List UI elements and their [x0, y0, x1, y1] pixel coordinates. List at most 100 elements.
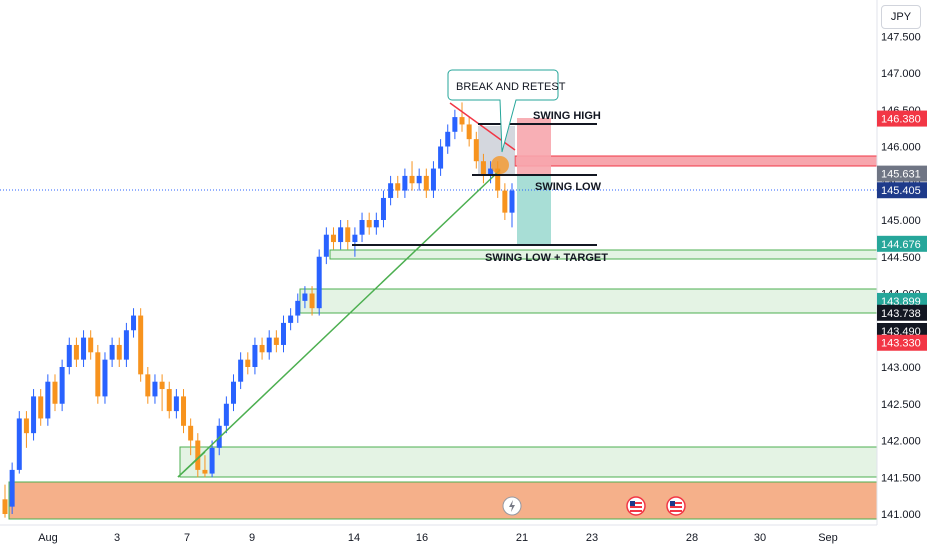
candle-body[interactable]	[488, 168, 494, 176]
candle-body[interactable]	[302, 293, 308, 301]
price-tag[interactable]: 143.738	[877, 304, 927, 321]
candle-body[interactable]	[366, 220, 372, 228]
x-tick-label: 14	[348, 532, 360, 544]
price-tag[interactable]: 145.631	[877, 165, 927, 182]
candle-body[interactable]	[323, 234, 329, 257]
candle-body[interactable]	[438, 146, 444, 169]
y-tick-label: 142.500	[881, 399, 921, 411]
candle-body[interactable]	[466, 124, 472, 140]
candle-body[interactable]	[38, 396, 44, 419]
candle-body[interactable]	[509, 190, 515, 213]
y-tick-label: 146.000	[881, 142, 921, 154]
candle-body[interactable]	[95, 352, 101, 397]
target-teal-box[interactable]	[517, 174, 551, 245]
candle-body[interactable]	[173, 396, 179, 412]
candle-body[interactable]	[295, 300, 301, 316]
candle-body[interactable]	[116, 344, 122, 360]
red-supply-zone[interactable]	[514, 155, 878, 167]
candle-body[interactable]	[388, 183, 394, 198]
retest-point-marker[interactable]	[491, 156, 509, 174]
candle-body[interactable]	[138, 315, 144, 375]
candle-body[interactable]	[288, 315, 294, 323]
candle-body[interactable]	[73, 344, 79, 360]
price-tag-bg	[877, 235, 927, 252]
candle-body[interactable]	[402, 175, 408, 191]
candle-body[interactable]	[480, 161, 486, 176]
candle-body[interactable]	[430, 168, 436, 191]
green-demand-zone[interactable]	[179, 446, 878, 478]
candle-body[interactable]	[273, 337, 279, 345]
candle-body[interactable]	[345, 227, 351, 243]
candle-body[interactable]	[409, 175, 415, 184]
candle-body[interactable]	[152, 381, 158, 397]
candle-body[interactable]	[252, 344, 258, 367]
candle-body[interactable]	[231, 381, 237, 404]
candle-body[interactable]	[16, 418, 22, 470]
candle-body[interactable]	[373, 220, 379, 228]
candle-body[interactable]	[280, 322, 286, 345]
break-retest-callout[interactable]	[447, 69, 559, 153]
candle-body[interactable]	[445, 131, 451, 147]
candle-body[interactable]	[188, 425, 194, 441]
candle-body[interactable]	[359, 220, 365, 235]
candle-body[interactable]	[238, 359, 244, 382]
candle-body[interactable]	[59, 367, 65, 404]
price-tag[interactable]: 145.405	[877, 182, 927, 199]
candle-body[interactable]	[145, 374, 151, 397]
candle-body[interactable]	[66, 344, 72, 367]
candle-body[interactable]	[502, 190, 508, 213]
candle-body[interactable]	[395, 183, 401, 191]
candle-body[interactable]	[316, 256, 322, 309]
risk-red-box[interactable]	[517, 118, 551, 174]
candle-body[interactable]	[45, 381, 51, 419]
candle-body[interactable]	[109, 344, 115, 360]
green-trend-line[interactable]	[177, 169, 501, 478]
time-axis[interactable]	[0, 525, 932, 550]
candle-body[interactable]	[195, 440, 201, 470]
candle-body[interactable]	[88, 337, 94, 353]
candle-body[interactable]	[31, 396, 37, 434]
us-flag-event-icon[interactable]	[626, 496, 646, 516]
candle-body[interactable]	[9, 469, 15, 507]
candle-body[interactable]	[259, 344, 265, 353]
candle-body[interactable]	[473, 139, 479, 162]
candle-body[interactable]	[330, 234, 336, 243]
candle-body[interactable]	[495, 168, 501, 191]
candle-body[interactable]	[181, 396, 187, 426]
candle-body[interactable]	[23, 418, 29, 434]
candle-body[interactable]	[159, 381, 165, 390]
currency-button[interactable]: JPY	[881, 5, 921, 29]
price-axis[interactable]	[877, 0, 932, 525]
candle-body[interactable]	[416, 175, 422, 184]
price-tag[interactable]: 144.676	[877, 235, 927, 252]
candle-body[interactable]	[309, 293, 315, 309]
candle-body[interactable]	[245, 359, 251, 367]
candle-body[interactable]	[223, 403, 229, 426]
x-tick-label: 7	[184, 532, 190, 544]
candle-body[interactable]	[81, 337, 87, 360]
candle-body[interactable]	[202, 469, 208, 474]
us-flag-event-icon-2[interactable]	[666, 496, 686, 516]
lightning-event-icon[interactable]	[502, 496, 522, 516]
price-tag[interactable]: 146.380	[877, 110, 927, 127]
green-trend-line-extension[interactable]	[177, 451, 206, 478]
candle-body[interactable]	[266, 337, 272, 353]
candle-body[interactable]	[52, 381, 58, 404]
candle-body[interactable]	[2, 499, 8, 514]
green-zone-mid[interactable]	[299, 288, 878, 314]
price-tag-bg	[877, 304, 927, 321]
candle-body[interactable]	[380, 197, 386, 220]
candle-body[interactable]	[423, 175, 429, 191]
candle-body[interactable]	[338, 227, 344, 243]
price-tag[interactable]: 143.330	[877, 334, 927, 351]
candle-body[interactable]	[459, 117, 465, 125]
candle-body[interactable]	[166, 389, 172, 412]
candle-body[interactable]	[102, 359, 108, 397]
candle-body[interactable]	[131, 315, 137, 331]
candle-body[interactable]	[452, 117, 458, 132]
candle-body[interactable]	[352, 234, 358, 243]
candle-body[interactable]	[209, 447, 215, 474]
orange-support-zone[interactable]	[8, 481, 878, 520]
candle-body[interactable]	[123, 330, 129, 360]
